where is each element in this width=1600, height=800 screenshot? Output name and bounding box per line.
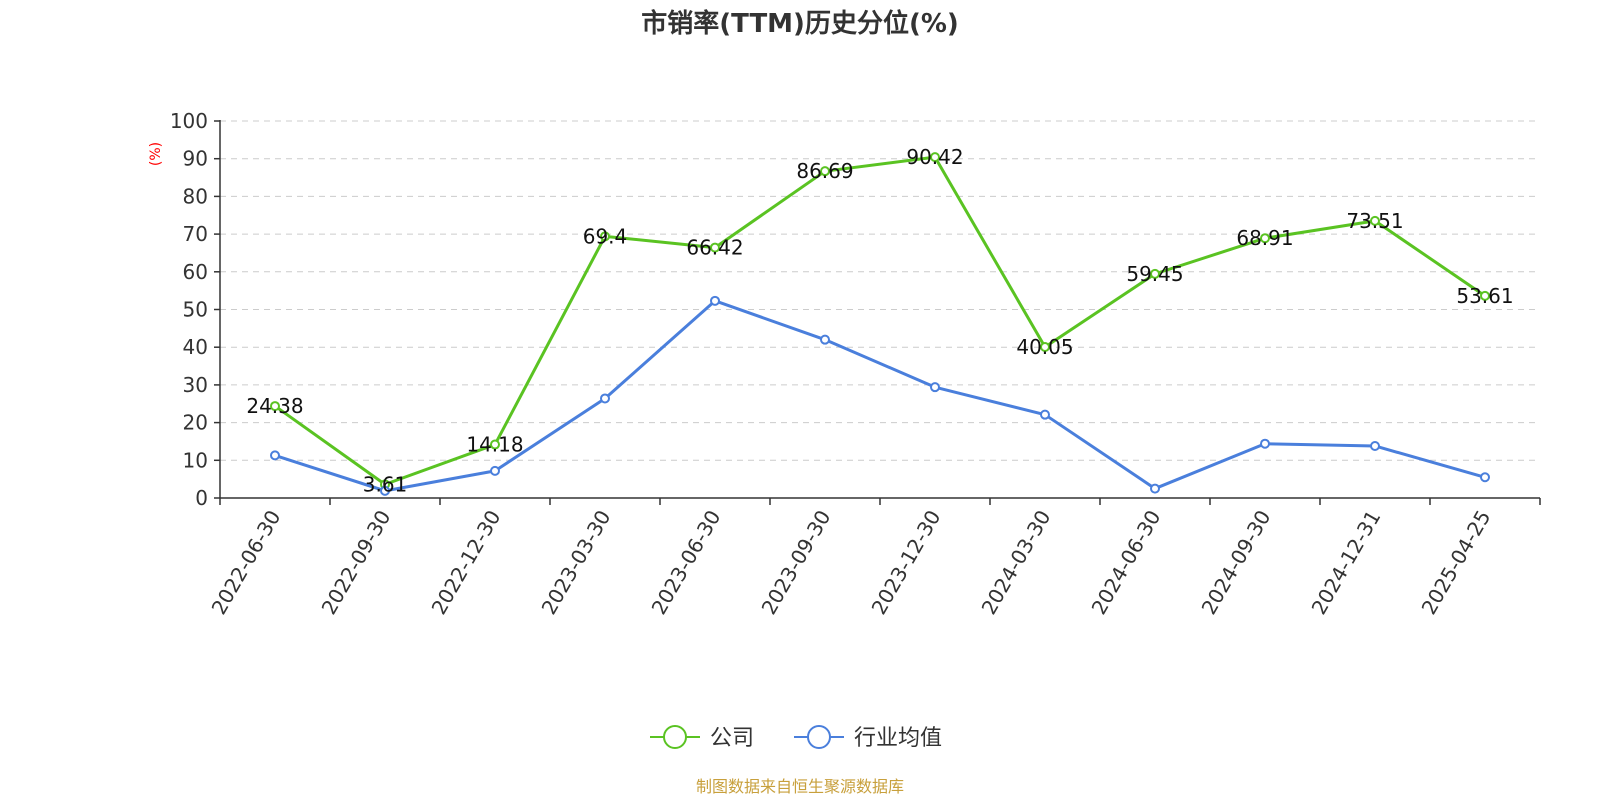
data-label: 90.42 <box>906 145 963 169</box>
legend-label: 公司 <box>710 726 754 751</box>
x-tick-label: 2025-04-25 <box>1416 506 1495 619</box>
data-point-0[interactable] <box>1150 268 1160 279</box>
data-point-1[interactable] <box>1480 472 1490 483</box>
data-point-1[interactable] <box>1260 438 1270 449</box>
data-point-0[interactable] <box>1040 342 1050 353</box>
legend[interactable]: 公司 行业均值 <box>650 725 942 751</box>
data-point-1[interactable] <box>380 485 390 496</box>
x-tick-label: 2022-09-30 <box>316 506 395 619</box>
data-point-1[interactable] <box>600 393 610 404</box>
data-point-0[interactable] <box>930 152 940 163</box>
gridlines <box>220 120 1540 461</box>
y-tick-label: 90 <box>183 147 208 171</box>
x-tick-label: 2023-09-30 <box>756 506 835 619</box>
data-point-1[interactable] <box>820 334 830 345</box>
data-point-0[interactable] <box>1370 215 1380 226</box>
legend-item-1[interactable]: 行业均值 <box>794 725 942 751</box>
y-tick-label: 100 <box>170 109 208 133</box>
legend-item-0[interactable]: 公司 <box>650 725 754 751</box>
series-line-0 <box>274 155 1486 486</box>
series-lines <box>270 152 1490 496</box>
y-tick-label: 50 <box>183 298 208 322</box>
x-tick-label: 2024-09-30 <box>1196 506 1275 619</box>
data-point-0[interactable] <box>1480 290 1490 301</box>
data-point-1[interactable] <box>930 382 940 393</box>
y-tick-label: 60 <box>183 260 208 284</box>
y-tick-label: 80 <box>183 184 208 208</box>
data-label: 66.42 <box>686 236 743 260</box>
data-label: 59.45 <box>1126 262 1183 286</box>
x-tick-label: 2023-06-30 <box>646 506 725 619</box>
x-tick-label: 2024-12-31 <box>1306 506 1385 619</box>
x-tick-label: 2023-03-30 <box>536 506 615 619</box>
data-point-1[interactable] <box>490 465 500 476</box>
data-point-1[interactable] <box>270 450 280 461</box>
data-point-0[interactable] <box>270 401 280 412</box>
x-tick-label: 2022-06-30 <box>206 506 285 619</box>
data-point-0[interactable] <box>710 242 720 253</box>
data-label: 86.69 <box>796 159 853 183</box>
data-label: 53.61 <box>1456 284 1513 308</box>
y-tick-label: 10 <box>183 448 208 472</box>
data-label: 14.18 <box>466 433 523 457</box>
chart-title: 市销率(TTM)历史分位(%) <box>641 8 959 39</box>
legend-label: 行业均值 <box>854 726 942 751</box>
y-tick-label: 20 <box>183 411 208 435</box>
source-note: 制图数据来自恒生聚源数据库 <box>696 777 904 796</box>
series-line-1 <box>274 299 1486 493</box>
y-tick-label: 30 <box>183 373 208 397</box>
data-point-0[interactable] <box>490 439 500 450</box>
legend-circle-icon <box>807 725 831 749</box>
y-tick-label: 0 <box>195 486 208 510</box>
data-point-1[interactable] <box>1040 409 1050 420</box>
data-label: 69.4 <box>583 224 628 248</box>
data-label: 73.51 <box>1346 209 1403 233</box>
data-point-0[interactable] <box>1260 233 1270 244</box>
data-label: 68.91 <box>1236 226 1293 250</box>
data-label: 24.38 <box>246 394 303 418</box>
data-point-0[interactable] <box>820 166 830 177</box>
data-label: 3.61 <box>363 472 408 496</box>
data-point-1[interactable] <box>1370 440 1380 451</box>
y-axis-label: (%) <box>148 142 164 166</box>
data-label: 40.05 <box>1016 335 1073 359</box>
x-tick-label: 2023-12-30 <box>866 506 945 619</box>
x-tick-label: 2024-03-30 <box>976 506 1055 619</box>
data-point-1[interactable] <box>710 295 720 306</box>
x-tick-label: 2022-12-30 <box>426 506 505 619</box>
x-tick-label: 2024-06-30 <box>1086 506 1165 619</box>
data-point-0[interactable] <box>600 231 610 242</box>
legend-circle-icon <box>663 725 687 749</box>
y-tick-label: 40 <box>183 335 208 359</box>
data-point-1[interactable] <box>1150 483 1160 494</box>
y-tick-label: 70 <box>183 222 208 246</box>
data-labels: 24.38 3.61 14.18 69.4 66.42 86.69 90.42 40.05 59… <box>246 145 1513 496</box>
axes: 0 10 20 30 40 50 60 70 80 90 100 2022-06-30 2022-09-… <box>170 109 1541 619</box>
